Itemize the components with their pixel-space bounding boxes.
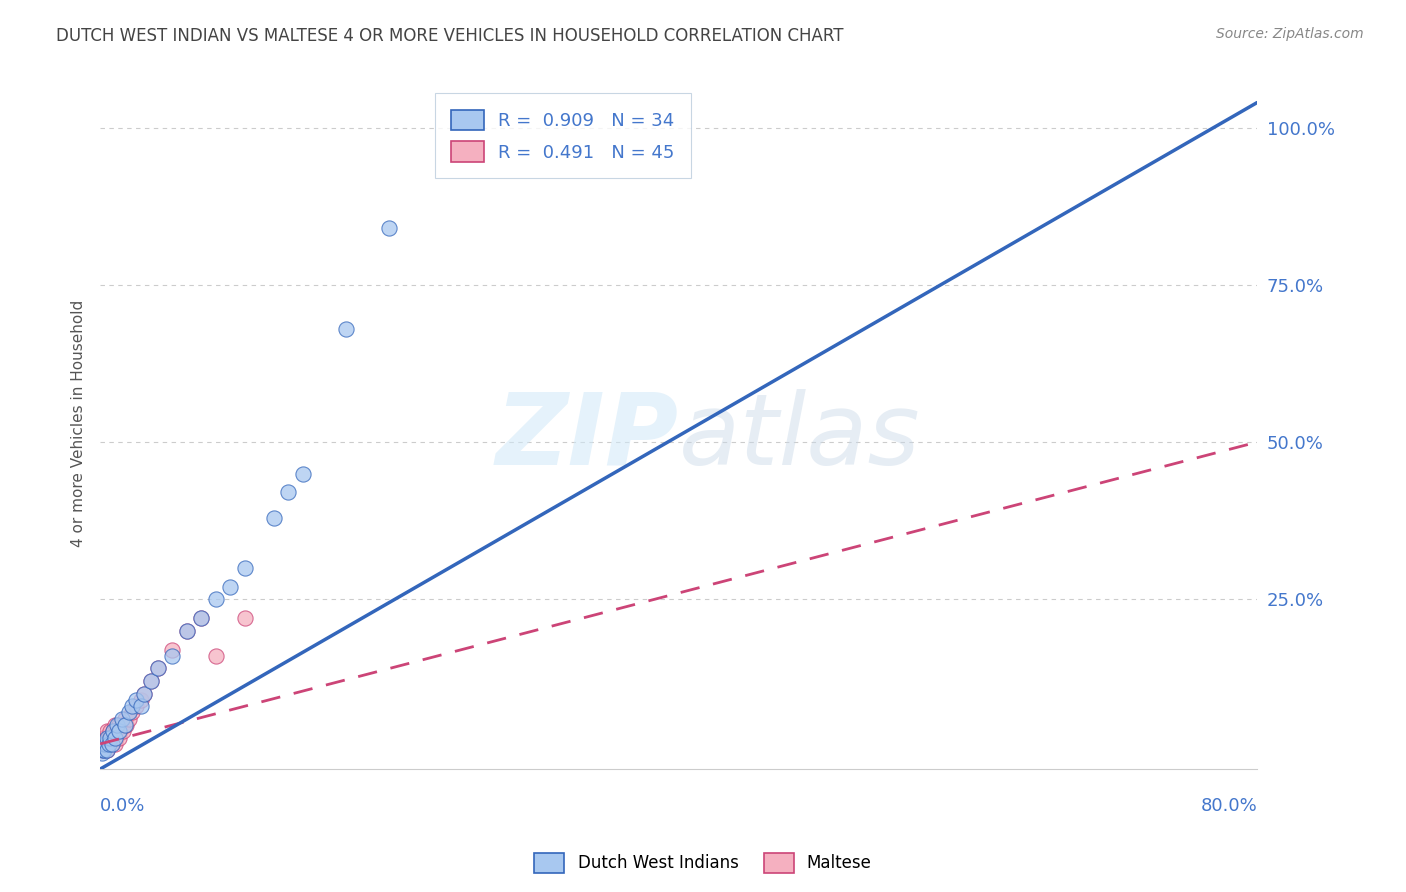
Point <box>91 743 114 757</box>
Point <box>90 743 112 757</box>
Point <box>110 724 132 739</box>
Point <box>125 693 148 707</box>
Point <box>107 718 129 732</box>
Point <box>96 743 118 757</box>
Point <box>129 693 152 707</box>
Point <box>108 724 131 739</box>
Point <box>108 731 131 745</box>
Point <box>129 699 152 714</box>
Point <box>277 485 299 500</box>
Point <box>94 737 117 751</box>
Point <box>101 731 124 745</box>
Text: Source: ZipAtlas.com: Source: ZipAtlas.com <box>1216 27 1364 41</box>
Point <box>96 743 118 757</box>
Point <box>162 642 184 657</box>
Y-axis label: 4 or more Vehicles in Household: 4 or more Vehicles in Household <box>72 300 86 547</box>
Point <box>90 747 112 761</box>
Point <box>190 611 212 625</box>
Point <box>100 731 122 745</box>
Point <box>98 737 121 751</box>
Point <box>112 724 135 739</box>
Point <box>91 731 114 745</box>
Point <box>98 731 121 745</box>
Text: 0.0%: 0.0% <box>100 797 145 814</box>
Text: DUTCH WEST INDIAN VS MALTESE 4 OR MORE VEHICLES IN HOUSEHOLD CORRELATION CHART: DUTCH WEST INDIAN VS MALTESE 4 OR MORE V… <box>56 27 844 45</box>
Point <box>93 737 115 751</box>
Point <box>105 731 128 745</box>
Point <box>94 737 117 751</box>
Point <box>111 718 134 732</box>
Point <box>378 221 401 235</box>
Point <box>104 718 127 732</box>
Point <box>190 611 212 625</box>
Point <box>121 706 143 720</box>
Point <box>114 712 136 726</box>
Point <box>233 611 256 625</box>
Point <box>100 737 122 751</box>
Point <box>233 561 256 575</box>
Point <box>96 737 118 751</box>
Point <box>118 712 141 726</box>
Point <box>97 737 120 751</box>
Legend: Dutch West Indians, Maltese: Dutch West Indians, Maltese <box>527 847 879 880</box>
Point <box>162 648 184 663</box>
Point <box>104 731 127 745</box>
Point <box>204 592 226 607</box>
Point <box>115 718 138 732</box>
Point <box>139 674 162 689</box>
Point <box>125 699 148 714</box>
Point <box>94 743 117 757</box>
Point <box>101 724 124 739</box>
Text: atlas: atlas <box>679 389 920 485</box>
Point <box>91 743 114 757</box>
Point <box>146 661 169 675</box>
Legend: R =  0.909   N = 34, R =  0.491   N = 45: R = 0.909 N = 34, R = 0.491 N = 45 <box>434 94 690 178</box>
Point <box>96 724 118 739</box>
Point <box>132 687 155 701</box>
Point <box>204 648 226 663</box>
Point <box>93 743 115 757</box>
Point <box>93 731 115 745</box>
Point <box>114 718 136 732</box>
Point <box>91 737 114 751</box>
Point <box>118 706 141 720</box>
Point <box>263 510 285 524</box>
Point <box>176 624 198 638</box>
Point <box>96 731 118 745</box>
Point <box>94 731 117 745</box>
Point <box>291 467 314 481</box>
Point <box>98 724 121 739</box>
Text: ZIP: ZIP <box>495 389 679 485</box>
Point <box>146 661 169 675</box>
Point <box>111 712 134 726</box>
Point <box>219 580 242 594</box>
Point <box>139 674 162 689</box>
Point <box>108 718 131 732</box>
Point <box>104 737 127 751</box>
Point <box>93 737 115 751</box>
Point <box>107 724 129 739</box>
Text: 80.0%: 80.0% <box>1201 797 1257 814</box>
Point <box>97 731 120 745</box>
Point <box>100 737 122 751</box>
Point <box>176 624 198 638</box>
Point <box>90 737 112 751</box>
Point <box>335 322 357 336</box>
Point <box>97 737 120 751</box>
Point <box>101 724 124 739</box>
Point <box>93 743 115 757</box>
Point <box>132 687 155 701</box>
Point <box>121 699 143 714</box>
